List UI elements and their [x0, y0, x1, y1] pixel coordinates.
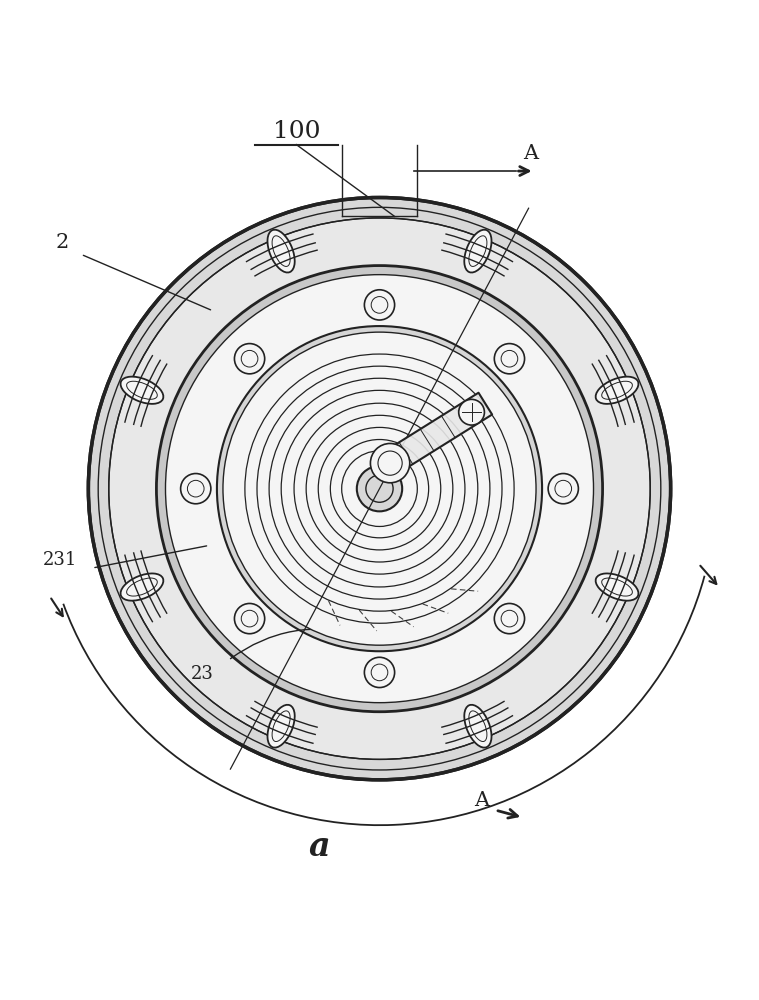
Ellipse shape — [121, 377, 163, 404]
Text: 231: 231 — [43, 551, 77, 569]
Circle shape — [223, 332, 536, 645]
Circle shape — [494, 344, 524, 374]
Circle shape — [217, 326, 542, 651]
Circle shape — [156, 266, 603, 712]
Circle shape — [494, 603, 524, 634]
Circle shape — [370, 443, 410, 483]
Ellipse shape — [267, 230, 294, 273]
Circle shape — [235, 603, 265, 634]
Text: 100: 100 — [272, 120, 320, 143]
Circle shape — [364, 290, 395, 320]
Ellipse shape — [121, 573, 163, 601]
Ellipse shape — [596, 377, 638, 404]
Circle shape — [235, 344, 265, 374]
Circle shape — [357, 466, 402, 511]
Text: a: a — [308, 830, 330, 863]
Circle shape — [109, 218, 650, 759]
Polygon shape — [373, 393, 492, 481]
Ellipse shape — [465, 230, 492, 273]
Text: 2: 2 — [55, 233, 68, 252]
Circle shape — [88, 198, 671, 780]
Ellipse shape — [465, 705, 492, 748]
Ellipse shape — [596, 573, 638, 601]
Circle shape — [165, 275, 594, 703]
Circle shape — [548, 474, 578, 504]
Text: A: A — [474, 791, 489, 810]
Text: A: A — [523, 144, 538, 163]
Circle shape — [458, 399, 484, 425]
Ellipse shape — [267, 705, 294, 748]
Circle shape — [181, 474, 211, 504]
Circle shape — [364, 657, 395, 688]
Text: 23: 23 — [191, 665, 213, 683]
